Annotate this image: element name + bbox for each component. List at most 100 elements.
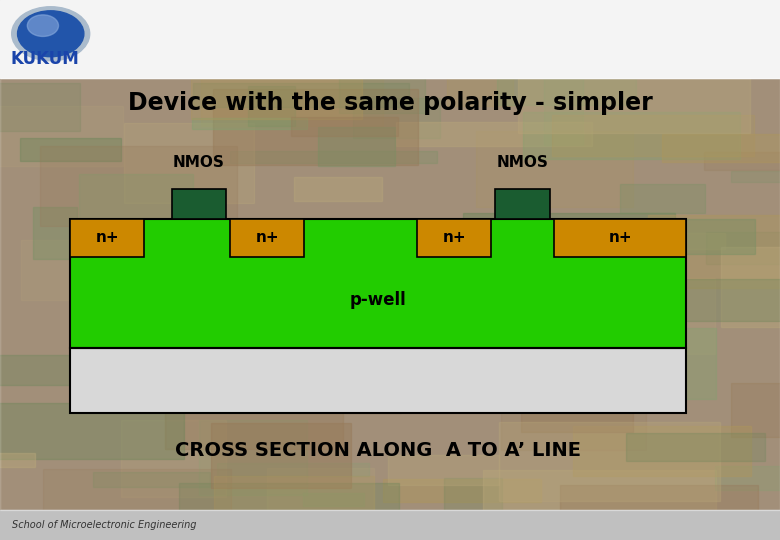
Bar	[70, 219, 144, 256]
Text: n+: n+	[442, 230, 466, 245]
Text: School of Microelectronic Engineering: School of Microelectronic Engineering	[12, 520, 197, 530]
Bar	[417, 219, 491, 256]
Bar	[506, 323, 580, 345]
Bar	[172, 189, 226, 219]
Bar	[499, 422, 720, 501]
Bar	[70, 348, 686, 413]
Bar	[650, 219, 755, 254]
Bar	[41, 146, 236, 226]
Bar	[523, 112, 740, 159]
Bar	[165, 381, 343, 449]
Bar	[502, 390, 646, 450]
Bar	[192, 118, 307, 129]
Bar	[230, 219, 304, 256]
Bar	[0, 0, 780, 78]
Bar	[213, 89, 418, 165]
Bar	[179, 483, 399, 524]
Bar	[294, 177, 382, 201]
Bar	[215, 476, 374, 511]
Bar	[70, 219, 686, 348]
Bar	[341, 374, 435, 387]
Bar	[79, 173, 193, 250]
Bar	[70, 348, 686, 413]
Text: NMOS: NMOS	[173, 155, 225, 170]
Bar	[303, 493, 363, 506]
Text: n+: n+	[255, 230, 279, 245]
Bar	[268, 468, 374, 524]
Bar	[217, 463, 369, 476]
Bar	[201, 73, 383, 126]
Text: n+: n+	[608, 230, 632, 245]
Bar	[291, 117, 398, 136]
Bar	[0, 78, 780, 510]
Bar	[361, 297, 457, 350]
Bar	[544, 65, 583, 145]
Bar	[383, 479, 541, 502]
Bar	[622, 233, 725, 248]
Bar	[248, 86, 295, 126]
Bar	[495, 189, 550, 219]
Bar	[259, 310, 418, 366]
Bar	[0, 106, 123, 166]
Bar	[175, 260, 301, 341]
Bar	[353, 98, 441, 138]
Bar	[339, 56, 425, 113]
Bar	[211, 423, 351, 488]
Bar	[318, 127, 395, 166]
Bar	[21, 240, 243, 300]
Bar	[519, 69, 750, 133]
Bar	[432, 235, 633, 258]
Bar	[560, 485, 758, 516]
Bar	[0, 403, 184, 459]
Bar	[230, 219, 304, 256]
Bar	[0, 83, 80, 131]
Bar	[172, 189, 226, 219]
Bar	[707, 232, 780, 264]
Bar	[0, 453, 35, 467]
Bar	[20, 138, 121, 161]
Ellipse shape	[17, 11, 84, 57]
Bar	[70, 219, 144, 256]
Bar	[298, 355, 402, 413]
Bar	[388, 455, 498, 484]
Bar	[521, 383, 633, 431]
Bar	[626, 434, 765, 461]
Bar	[417, 219, 491, 256]
Bar	[123, 124, 254, 203]
Bar	[495, 328, 716, 399]
Text: CROSS SECTION ALONG  A TO A’ LINE: CROSS SECTION ALONG A TO A’ LINE	[176, 441, 581, 461]
Bar	[619, 184, 704, 213]
Bar	[483, 470, 716, 514]
Bar	[372, 232, 493, 260]
Bar	[396, 122, 592, 146]
Bar	[0, 510, 780, 540]
Bar	[33, 207, 77, 259]
Bar	[447, 351, 587, 400]
Bar	[731, 383, 780, 437]
Bar	[463, 213, 675, 257]
Bar	[70, 219, 686, 348]
Ellipse shape	[27, 15, 58, 36]
Bar	[599, 278, 715, 354]
Bar	[731, 171, 780, 183]
Bar	[0, 78, 780, 510]
Ellipse shape	[12, 6, 90, 60]
Bar	[722, 247, 780, 327]
Text: n+: n+	[95, 230, 119, 245]
Bar	[656, 279, 780, 321]
Bar	[121, 420, 225, 497]
Bar	[497, 72, 636, 105]
Bar	[446, 59, 513, 106]
Bar	[704, 152, 780, 170]
Bar	[496, 229, 560, 296]
Text: KUKUM: KUKUM	[10, 50, 79, 68]
Bar	[410, 321, 461, 350]
Text: NMOS: NMOS	[497, 155, 548, 170]
Bar	[573, 427, 750, 476]
Bar	[0, 355, 93, 384]
Bar	[662, 134, 780, 162]
Bar	[191, 75, 363, 119]
Bar	[715, 465, 780, 490]
Bar	[554, 219, 686, 256]
Bar	[93, 341, 278, 398]
